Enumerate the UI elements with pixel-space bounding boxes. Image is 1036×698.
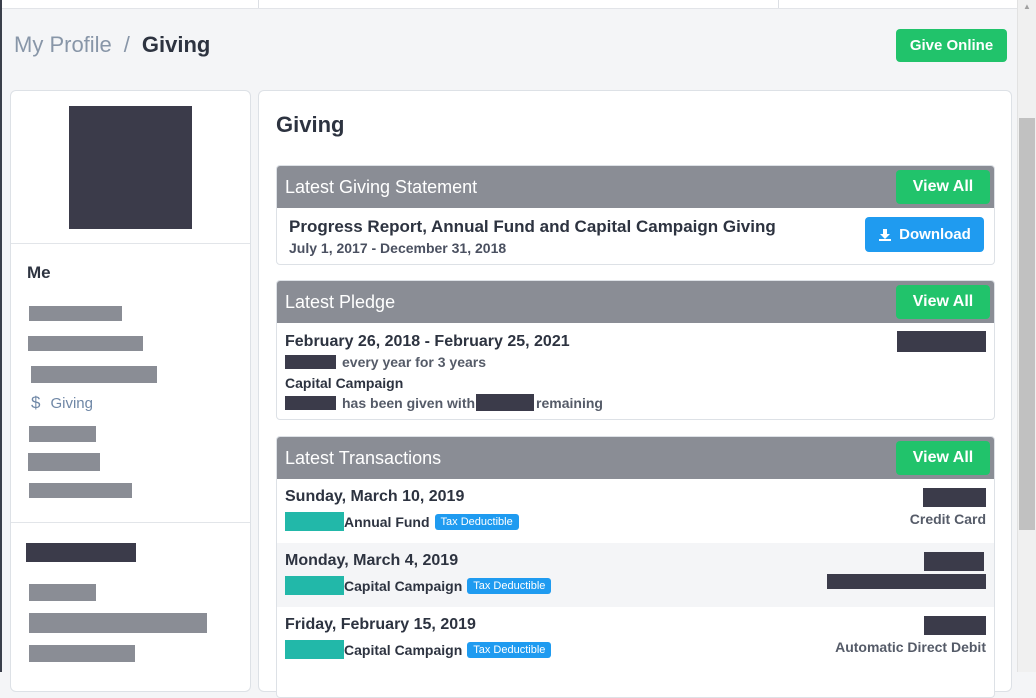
window-left-edge: [0, 0, 2, 672]
pledge-body: February 26, 2018 - February 25, 2021 ev…: [277, 323, 994, 419]
transaction-details: Annual Fund Tax Deductible: [285, 512, 519, 531]
transaction-fund: Capital Campaign: [344, 577, 463, 594]
transaction-details: Capital Campaign Tax Deductible: [285, 640, 552, 659]
sidebar-item-redacted[interactable]: [29, 613, 207, 633]
card-header: Latest Transactions View All: [277, 437, 994, 479]
breadcrumb: My Profile / Giving: [14, 32, 210, 58]
sidebar-item-redacted[interactable]: [28, 336, 143, 351]
tax-deductible-badge: Tax Deductible: [467, 577, 552, 594]
pledge-frequency: every year for 3 years: [285, 354, 486, 370]
transaction-amount-redacted: [924, 616, 986, 635]
card-header: Latest Pledge View All: [277, 281, 994, 323]
tax-deductible-badge: Tax Deductible: [467, 641, 552, 658]
page-title: Giving: [276, 112, 345, 137]
latest-pledge-card: Latest Pledge View All February 26, 2018…: [276, 280, 995, 420]
sidebar-divider: [11, 243, 250, 244]
download-button[interactable]: Download: [865, 217, 984, 252]
statement-dates: July 1, 2017 - December 31, 2018: [289, 240, 507, 256]
redacted-amount: [285, 576, 344, 595]
pledge-progress: has been given with remaining: [285, 394, 603, 411]
redacted-amount: [285, 395, 336, 410]
pledge-amount-redacted: [897, 331, 986, 352]
table-row[interactable]: Sunday, March 10, 2019 Annual Fund Tax D…: [277, 479, 994, 543]
redacted-amount: [285, 640, 344, 659]
profile-sidebar: Me $ Giving: [10, 90, 251, 692]
avatar: [69, 106, 192, 229]
card-title: Latest Giving Statement: [285, 177, 478, 197]
statement-body: Progress Report, Annual Fund and Capital…: [277, 208, 994, 264]
breadcrumb-parent-link[interactable]: My Profile: [14, 32, 112, 57]
sidebar-item-redacted[interactable]: [29, 426, 96, 442]
giving-statement-card: Latest Giving Statement View All Progres…: [276, 165, 995, 265]
top-strip: [0, 0, 1018, 9]
pledge-dates: February 26, 2018 - February 25, 2021: [285, 333, 570, 350]
give-online-button[interactable]: Give Online: [896, 29, 1007, 62]
view-all-statements-button[interactable]: View All: [896, 170, 990, 204]
top-strip-divider: [258, 0, 259, 8]
giving-panel: Giving Latest Giving Statement View All …: [258, 90, 1012, 698]
transaction-details: Capital Campaign Tax Deductible: [285, 576, 552, 595]
pledge-campaign: Capital Campaign: [285, 375, 404, 391]
latest-transactions-card: Latest Transactions View All Sunday, Mar…: [276, 436, 995, 698]
table-row[interactable]: Friday, February 15, 2019 Capital Campai…: [277, 607, 994, 671]
transaction-fund: Annual Fund: [344, 513, 430, 530]
scrollbar-thumb[interactable]: [1019, 118, 1035, 530]
sidebar-item-redacted[interactable]: [29, 645, 135, 662]
pledge-remaining-text: remaining: [536, 394, 603, 411]
redacted-amount: [476, 394, 535, 411]
view-all-pledges-button[interactable]: View All: [896, 285, 990, 319]
transaction-method-redacted: [827, 574, 986, 589]
card-title: Latest Transactions: [285, 448, 442, 468]
transaction-date: Sunday, March 10, 2019: [285, 488, 465, 505]
sidebar-item-redacted[interactable]: [29, 584, 96, 601]
sidebar-item-redacted[interactable]: [31, 366, 157, 383]
transaction-date: Friday, February 15, 2019: [285, 616, 476, 633]
pledge-given-text: has been given with: [342, 394, 476, 411]
sidebar-divider: [11, 522, 250, 523]
transaction-amount-redacted: [924, 552, 984, 571]
top-strip-divider: [778, 0, 779, 8]
redacted-amount: [285, 512, 344, 531]
sidebar-item-redacted[interactable]: [29, 483, 132, 498]
sidebar-item-giving[interactable]: $ Giving: [31, 393, 93, 413]
table-row[interactable]: Monday, March 4, 2019 Capital Campaign T…: [277, 543, 994, 607]
sidebar-item-redacted[interactable]: [28, 453, 100, 471]
pledge-frequency-text: every year for 3 years: [342, 354, 486, 370]
scroll-up-arrow-icon[interactable]: ▲: [1023, 2, 1031, 11]
sidebar-section-title: Me: [27, 263, 51, 282]
transaction-fund: Capital Campaign: [344, 641, 463, 658]
view-all-transactions-button[interactable]: View All: [896, 441, 990, 475]
breadcrumb-current: Giving: [141, 32, 211, 57]
transaction-method: Automatic Direct Debit: [835, 639, 986, 655]
transaction-date: Monday, March 4, 2019: [285, 552, 459, 569]
dollar-icon: $: [31, 393, 41, 412]
sidebar-item-label: Giving: [50, 394, 93, 412]
sidebar-item-redacted[interactable]: [29, 306, 122, 321]
download-label: Download: [899, 226, 971, 243]
card-header: Latest Giving Statement View All: [277, 166, 994, 208]
statement-title: Progress Report, Annual Fund and Capital…: [289, 217, 776, 236]
tax-deductible-badge: Tax Deductible: [434, 513, 519, 530]
breadcrumb-separator: /: [123, 32, 130, 57]
sidebar-section-title-redacted: [26, 543, 136, 562]
download-icon: [879, 228, 892, 241]
transaction-method: Credit Card: [909, 511, 986, 527]
scrollbar[interactable]: ▲: [1017, 0, 1036, 672]
card-title: Latest Pledge: [285, 292, 396, 312]
transaction-amount-redacted: [923, 488, 986, 507]
redacted-amount: [285, 355, 336, 369]
